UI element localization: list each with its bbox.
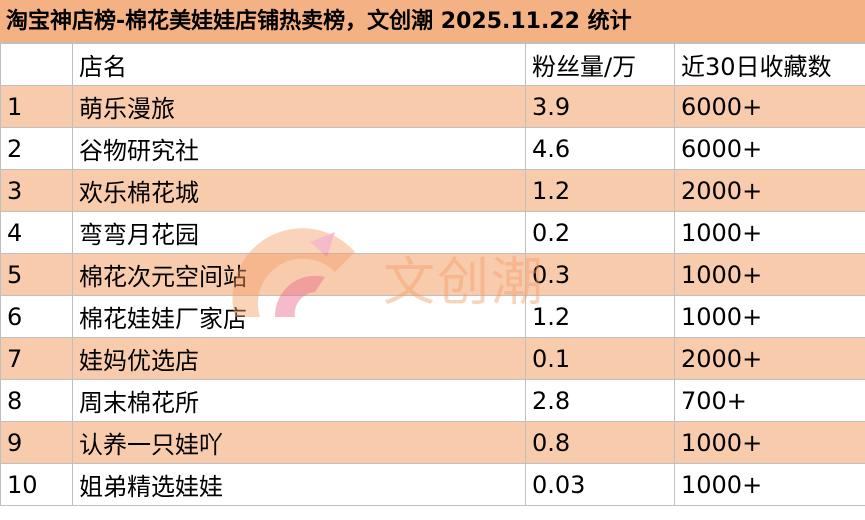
shop-name-cell: 弯弯月花园 bbox=[72, 211, 526, 254]
table-row: 5 棉花次元空间站 0.3 1000+ bbox=[0, 253, 865, 296]
fans-cell: 0.3 bbox=[525, 253, 675, 296]
fans-cell: 4.6 bbox=[525, 127, 675, 170]
rank-cell: 1 bbox=[0, 85, 73, 128]
favorites-cell: 1000+ bbox=[674, 253, 865, 296]
favorites-cell: 1000+ bbox=[674, 463, 865, 506]
table-row: 3 欢乐棉花城 1.2 2000+ bbox=[0, 169, 865, 212]
fans-cell: 3.9 bbox=[525, 85, 675, 128]
header-fans: 粉丝量/万 bbox=[525, 43, 675, 86]
favorites-cell: 700+ bbox=[674, 379, 865, 422]
fans-cell: 0.1 bbox=[525, 337, 675, 380]
rank-cell: 9 bbox=[0, 421, 73, 464]
table-row: 4 弯弯月花园 0.2 1000+ bbox=[0, 211, 865, 254]
header-row: 店名 粉丝量/万 近30日收藏数 bbox=[0, 43, 865, 86]
table-row: 8 周末棉花所 2.8 700+ bbox=[0, 379, 865, 422]
table-row: 1 萌乐漫旅 3.9 6000+ bbox=[0, 85, 865, 128]
favorites-cell: 1000+ bbox=[674, 295, 865, 338]
fans-cell: 0.2 bbox=[525, 211, 675, 254]
fans-cell: 0.8 bbox=[525, 421, 675, 464]
shop-name-cell: 棉花娃娃厂家店 bbox=[72, 295, 526, 338]
rank-cell: 3 bbox=[0, 169, 73, 212]
favorites-cell: 2000+ bbox=[674, 169, 865, 212]
fans-cell: 1.2 bbox=[525, 169, 675, 212]
ranking-table: 店名 粉丝量/万 近30日收藏数 1 萌乐漫旅 3.9 6000+ 2 谷物研究社 4.6 6… bbox=[0, 43, 865, 506]
table-row: 9 认养一只娃吖 0.8 1000+ bbox=[0, 421, 865, 464]
rank-cell: 4 bbox=[0, 211, 73, 254]
rank-cell: 2 bbox=[0, 127, 73, 170]
favorites-cell: 6000+ bbox=[674, 85, 865, 128]
rank-cell: 8 bbox=[0, 379, 73, 422]
table-row: 7 娃妈优选店 0.1 2000+ bbox=[0, 337, 865, 380]
rank-cell: 6 bbox=[0, 295, 73, 338]
shop-name-cell: 谷物研究社 bbox=[72, 127, 526, 170]
fans-cell: 1.2 bbox=[525, 295, 675, 338]
header-favorites: 近30日收藏数 bbox=[674, 43, 865, 86]
fans-cell: 2.8 bbox=[525, 379, 675, 422]
shop-name-cell: 周末棉花所 bbox=[72, 379, 526, 422]
shop-name-cell: 姐弟精选娃娃 bbox=[72, 463, 526, 506]
favorites-cell: 1000+ bbox=[674, 211, 865, 254]
table-row: 6 棉花娃娃厂家店 1.2 1000+ bbox=[0, 295, 865, 338]
table-row: 2 谷物研究社 4.6 6000+ bbox=[0, 127, 865, 170]
shop-name-cell: 萌乐漫旅 bbox=[72, 85, 526, 128]
table-title: 淘宝神店榜-棉花美娃娃店铺热卖榜，文创潮 2025.11.22 统计 bbox=[0, 0, 865, 43]
header-shop-name: 店名 bbox=[72, 43, 526, 86]
favorites-cell: 2000+ bbox=[674, 337, 865, 380]
favorites-cell: 6000+ bbox=[674, 127, 865, 170]
rank-cell: 5 bbox=[0, 253, 73, 296]
shop-name-cell: 认养一只娃吖 bbox=[72, 421, 526, 464]
rank-cell: 7 bbox=[0, 337, 73, 380]
shop-name-cell: 娃妈优选店 bbox=[72, 337, 526, 380]
header-rank bbox=[0, 43, 73, 86]
rank-cell: 10 bbox=[0, 463, 73, 506]
shop-name-cell: 欢乐棉花城 bbox=[72, 169, 526, 212]
favorites-cell: 1000+ bbox=[674, 421, 865, 464]
table-row: 10 姐弟精选娃娃 0.03 1000+ bbox=[0, 463, 865, 506]
fans-cell: 0.03 bbox=[525, 463, 675, 506]
shop-name-cell: 棉花次元空间站 bbox=[72, 253, 526, 296]
